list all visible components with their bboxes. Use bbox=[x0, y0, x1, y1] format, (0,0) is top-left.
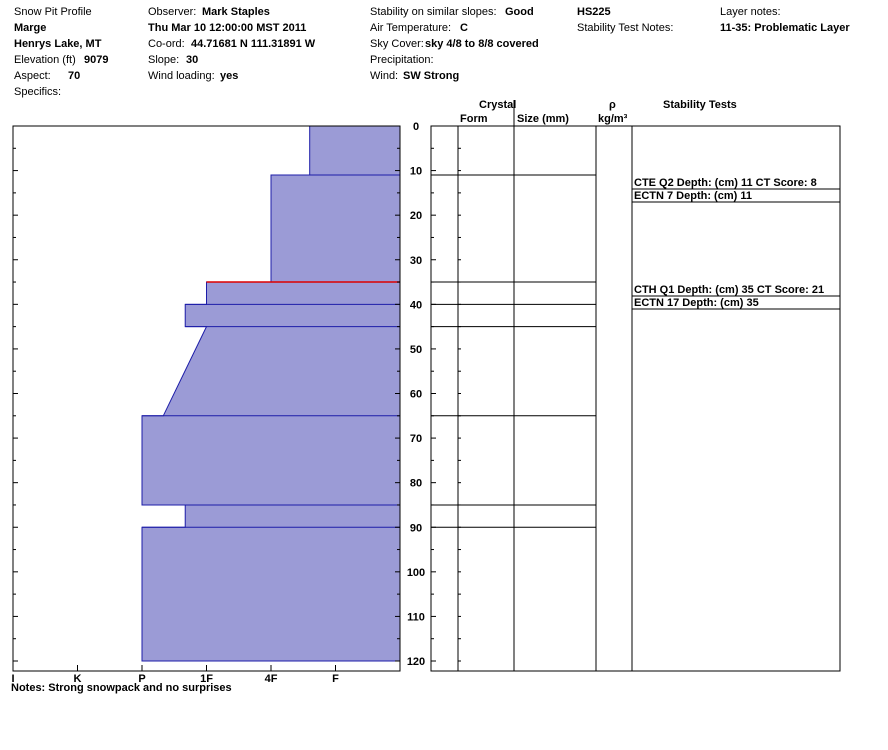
depth-tick-label: 120 bbox=[407, 656, 425, 668]
hardness-tick-label: I bbox=[11, 673, 14, 685]
depth-tick-label: 80 bbox=[410, 478, 422, 490]
sky-cover-label: Sky Cover: bbox=[370, 38, 424, 50]
depth-tick-label: 10 bbox=[410, 166, 422, 178]
wind-value: SW Strong bbox=[403, 70, 460, 82]
wind-loading-label: Wind loading: bbox=[148, 70, 215, 82]
observation-date: Thu Mar 10 12:00:00 MST 2011 bbox=[148, 22, 307, 34]
density-unit: kg/m³ bbox=[598, 113, 628, 125]
hardness-tick-label: K bbox=[74, 673, 82, 685]
coord-value: 44.71681 N 111.31891 W bbox=[191, 38, 316, 50]
observer-label: Observer: bbox=[148, 6, 197, 18]
location: Henrys Lake, MT bbox=[14, 38, 102, 50]
depth-tick-label: 90 bbox=[410, 522, 422, 534]
layer-notes-label: Layer notes: bbox=[720, 6, 781, 18]
depth-tick-label: 30 bbox=[410, 255, 422, 267]
stability-test-notes-label: Stability Test Notes: bbox=[577, 22, 674, 34]
sky-cover-value: sky 4/8 to 8/8 covered bbox=[425, 38, 539, 50]
depth-tick-label: 0 bbox=[413, 121, 419, 133]
density-header: ρ bbox=[609, 99, 616, 111]
coord-label: Co-ord: bbox=[148, 38, 185, 50]
depth-tick-label: 110 bbox=[407, 611, 425, 623]
specifics-label: Specifics: bbox=[14, 86, 62, 98]
aspect-label: Aspect: bbox=[14, 70, 51, 82]
hardness-profile-area bbox=[141, 125, 401, 662]
precip-label: Precipitation: bbox=[370, 54, 434, 66]
elevation-label: Elevation (ft) bbox=[14, 54, 76, 66]
hs-value: HS225 bbox=[577, 6, 611, 18]
wind-loading-value: yes bbox=[220, 70, 239, 82]
aspect-value: 70 bbox=[68, 70, 81, 82]
layer-notes-value: 11-35: Problematic Layer bbox=[720, 22, 850, 34]
depth-tick-label: 50 bbox=[410, 344, 422, 356]
wind-label: Wind: bbox=[370, 70, 399, 82]
air-temp-label: Air Temperature: bbox=[370, 22, 452, 34]
stability-test-entry: ECTN 7 Depth: (cm) 11 bbox=[634, 190, 752, 202]
slope-value: 30 bbox=[186, 54, 199, 66]
size-header: Size (mm) bbox=[517, 113, 569, 125]
observer-value: Mark Staples bbox=[202, 6, 270, 18]
notes-text: Notes: Strong snowpack and no surprises bbox=[11, 682, 232, 694]
slope-label: Slope: bbox=[148, 54, 180, 66]
stability-tests-header: Stability Tests bbox=[663, 99, 737, 111]
stability-label: Stability on similar slopes: bbox=[370, 6, 497, 18]
depth-tick-label: 100 bbox=[407, 567, 425, 579]
air-temp-value: C bbox=[460, 22, 468, 34]
depth-tick-label: 40 bbox=[410, 299, 422, 311]
form-header: Form bbox=[460, 113, 488, 125]
data-table-frame bbox=[430, 125, 841, 672]
stability-test-entry: CTE Q2 Depth: (cm) 11 CT Score: 8 bbox=[634, 177, 817, 189]
elevation-value: 9079 bbox=[84, 54, 109, 66]
stability-value: Good bbox=[505, 6, 534, 18]
hardness-tick-label: P bbox=[138, 673, 145, 685]
stability-test-entry: CTH Q1 Depth: (cm) 35 CT Score: 21 bbox=[634, 284, 824, 296]
observer-name: Marge bbox=[14, 22, 47, 34]
depth-tick-label: 20 bbox=[410, 210, 422, 222]
hardness-tick-label: 1F bbox=[200, 673, 213, 685]
hardness-tick-label: 4F bbox=[265, 673, 278, 685]
hardness-tick-label: F bbox=[332, 673, 339, 685]
stability-test-entry: ECTN 17 Depth: (cm) 35 bbox=[634, 297, 759, 309]
crystal-header: Crystal bbox=[479, 99, 517, 111]
depth-tick-label: 70 bbox=[410, 433, 422, 445]
profile-title: Snow Pit Profile bbox=[14, 6, 92, 18]
depth-tick-label: 60 bbox=[410, 389, 422, 401]
